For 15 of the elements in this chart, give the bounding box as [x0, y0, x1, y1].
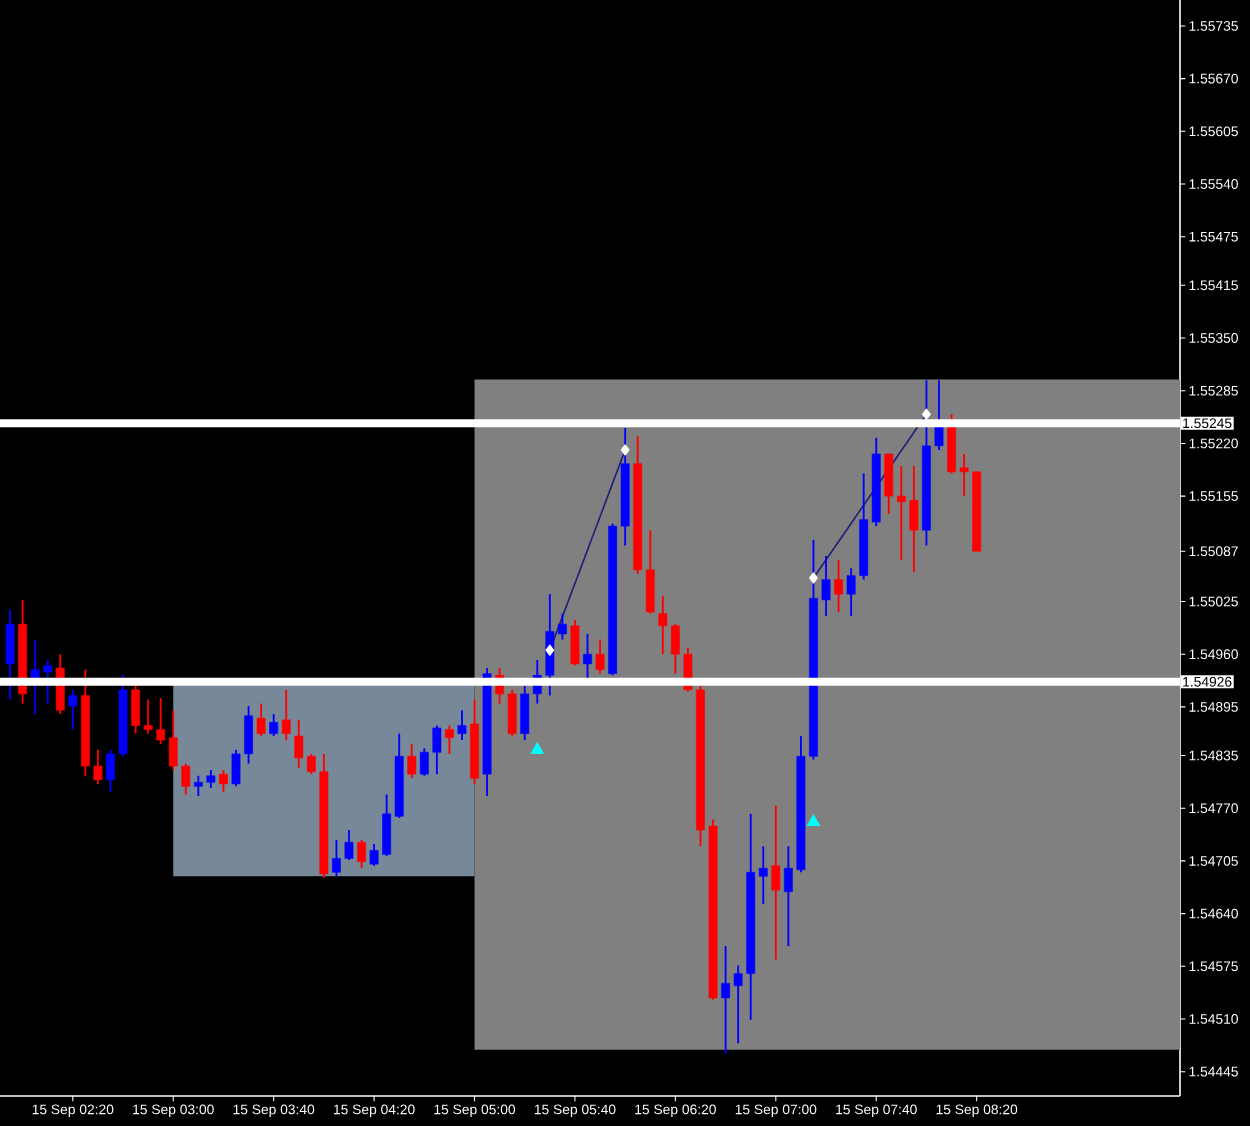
candlestick — [834, 559, 843, 613]
candlestick — [570, 619, 580, 667]
candlestick — [595, 638, 605, 675]
candlestick — [771, 804, 781, 961]
candlestick — [5, 608, 15, 701]
candlestick — [219, 769, 228, 793]
candlestick — [281, 688, 291, 742]
candlestick — [357, 838, 366, 870]
candlestick — [269, 713, 279, 737]
candlestick — [457, 709, 467, 742]
candlestick — [68, 688, 78, 731]
candlestick — [256, 702, 266, 737]
candlestick — [407, 743, 417, 780]
candlestick — [445, 724, 454, 755]
candlestick — [583, 632, 592, 681]
